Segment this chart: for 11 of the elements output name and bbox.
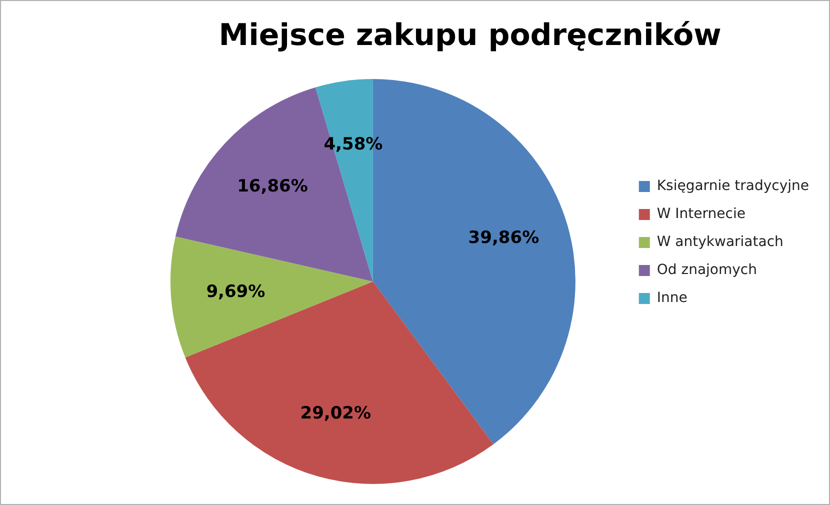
data-label: 29,02% <box>300 403 372 424</box>
legend-label: Inne <box>656 290 688 306</box>
data-label: 9,69% <box>206 282 266 302</box>
data-label: 16,86% <box>237 176 308 197</box>
data-label: 39,86% <box>468 228 540 248</box>
legend-label: W Internecie <box>656 206 746 222</box>
legend-label: Księgarnie tradycyjne <box>656 178 810 194</box>
data-label: 4,58% <box>324 134 383 155</box>
legend-label: W antykwariatach <box>656 234 784 250</box>
chart-title: Miejsce zakupu podręczników <box>218 18 722 53</box>
legend-label: Od znajomych <box>656 262 757 278</box>
